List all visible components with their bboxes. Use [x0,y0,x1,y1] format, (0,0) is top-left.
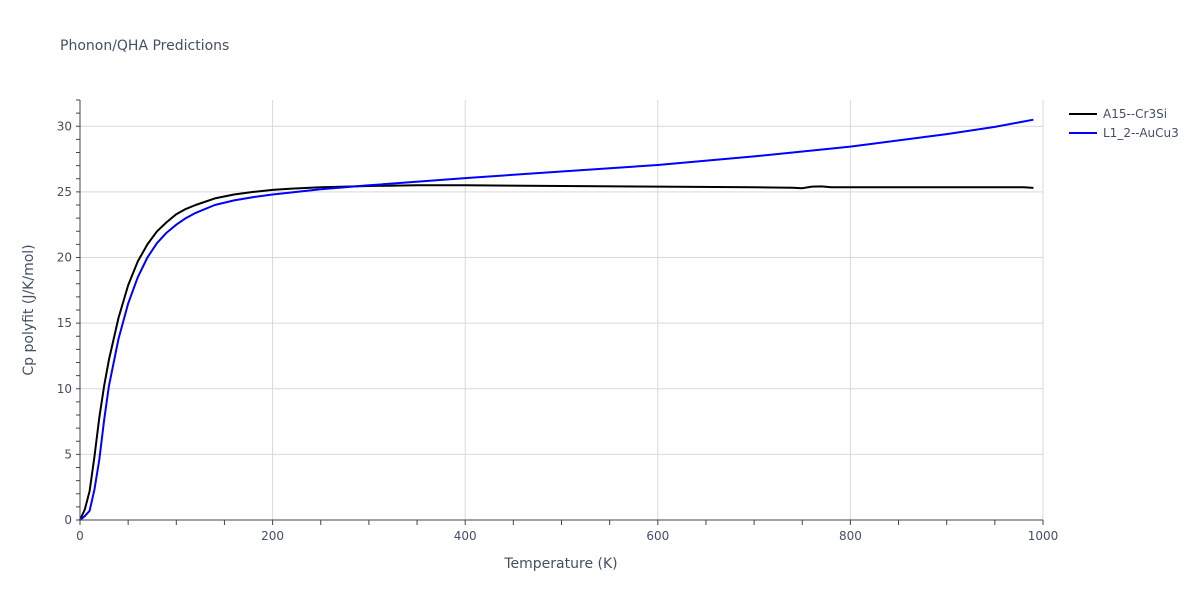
chart-title: Phonon/QHA Predictions [60,38,229,54]
y-tick-label: 0 [64,513,72,527]
x-tick-label: 800 [839,529,862,543]
x-tick-label: 1000 [1028,529,1059,543]
x-axis-label: Temperature (K) [503,556,617,572]
legend: A15--Cr3Si L1_2--AuCu3 [1069,107,1179,140]
y-tick-label: 20 [57,251,72,265]
y-tick-label: 30 [57,119,72,133]
grid [80,100,1044,520]
plot-area [79,118,1034,521]
series-line-0 [79,184,1034,521]
axes: 0 200 400 600 800 1000 0 5 10 15 20 25 30 [57,99,1059,543]
y-tick-label: 10 [57,382,72,396]
legend-label: A15--Cr3Si [1103,107,1167,121]
x-tick-label: 600 [646,529,669,543]
x-tick-label: 200 [261,529,284,543]
y-tick-label: 25 [57,185,72,199]
series-line-1 [79,118,1034,521]
legend-label: L1_2--AuCu3 [1103,126,1179,140]
x-tick-label: 0 [76,529,84,543]
x-tick-label: 400 [454,529,477,543]
y-axis-label: Cp polyfit (J/K/mol) [21,244,37,375]
y-tick-label: 15 [57,316,72,330]
y-tick-label: 5 [64,447,72,461]
